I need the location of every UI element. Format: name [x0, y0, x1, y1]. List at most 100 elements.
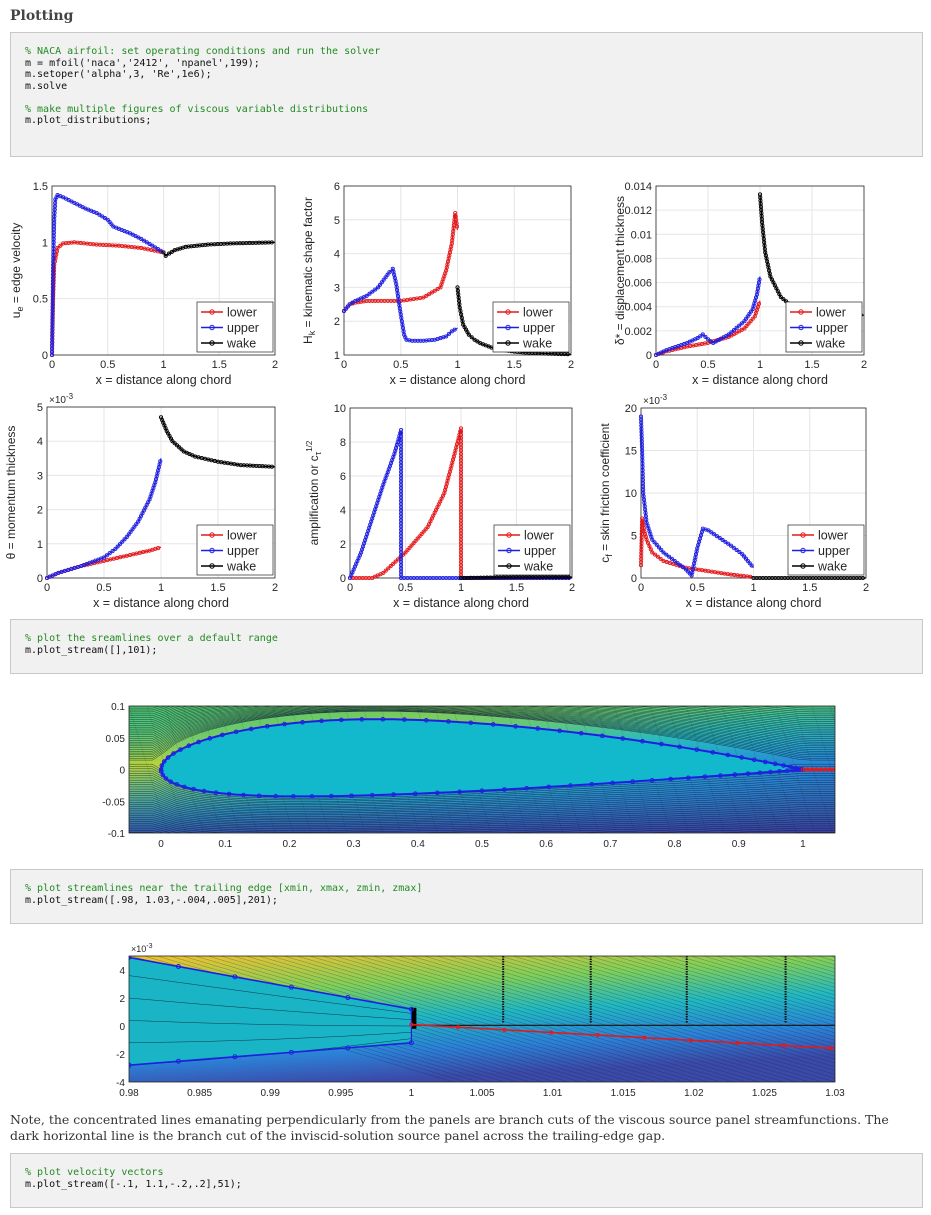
y-tick-label: 0 [340, 573, 346, 585]
panel-node [391, 792, 396, 797]
series-marker-upper [97, 212, 102, 217]
x-tick-label: 1.025 [752, 1088, 777, 1099]
panel-node [718, 773, 723, 778]
series-marker-lower [750, 316, 755, 321]
series-marker-lower [435, 287, 440, 292]
panel-node [694, 747, 700, 752]
panel-node [160, 772, 166, 778]
streamline [129, 680, 835, 699]
series-marker-wake [565, 352, 570, 357]
panel-node [196, 739, 201, 745]
section-heading: Plotting [10, 8, 74, 24]
series-marker-lower [411, 541, 416, 546]
series-marker-lower [650, 550, 655, 555]
series-marker-upper [705, 337, 711, 342]
panel-node [702, 774, 708, 779]
streamline [869, 956, 931, 1082]
panel-node [273, 793, 279, 799]
series-marker-upper [126, 532, 131, 537]
panel-node [129, 1062, 132, 1068]
streamline [129, 706, 835, 718]
series-marker-wake [170, 439, 175, 444]
streamline [129, 711, 835, 761]
streamline [449, 956, 835, 1071]
y-tick-label: 2 [37, 505, 43, 517]
streamline [129, 810, 835, 826]
axis-exponent: ×10-3 [131, 943, 153, 954]
series-marker-upper [113, 546, 118, 551]
series-marker-upper [141, 238, 147, 243]
y-tick-label: 3 [37, 470, 43, 482]
panel-node [659, 741, 664, 747]
wake-node [455, 1025, 461, 1030]
legend-marker [505, 340, 511, 346]
x-tick-label: 0.5 [690, 582, 705, 594]
series-marker-upper [120, 539, 125, 544]
wake-line [411, 1023, 835, 1050]
panel-node [380, 716, 386, 722]
series-marker-upper [739, 321, 744, 326]
series-marker-wake [179, 447, 184, 452]
x-tick-label: 2 [861, 359, 867, 371]
series-marker-upper [110, 549, 115, 554]
panel-node [620, 736, 625, 741]
y-tick-label: 0 [631, 573, 637, 585]
series-marker-upper [678, 563, 683, 568]
y-tick-label: 0 [119, 766, 125, 777]
series-marker-lower [55, 245, 60, 251]
panel-node [201, 788, 207, 794]
series-marker-upper [139, 236, 144, 242]
panel-node [159, 763, 165, 768]
streamline [208, 956, 632, 1082]
series-marker-upper [749, 563, 754, 568]
x-tick-label: 0.2 [283, 839, 297, 850]
axis-exponent: ×10-3 [49, 392, 74, 406]
series-marker-upper [364, 293, 369, 298]
x-tick-label: 1.5 [212, 359, 227, 371]
y-tick-label: 5 [631, 531, 637, 543]
series-marker-upper [734, 547, 739, 553]
te-branch-cut [411, 1007, 417, 1029]
series-marker-wake [269, 240, 274, 245]
legend-marker [800, 547, 806, 554]
panel-node [435, 790, 440, 796]
series-marker-upper [128, 529, 133, 534]
code-block-solve: % NACA airfoil: set operating conditions… [10, 32, 923, 157]
y-tick-label: 0 [42, 350, 48, 362]
y-tick-label: 0 [119, 1022, 125, 1033]
streamline [129, 777, 835, 801]
y-tick-label: 20 [625, 403, 637, 415]
panel-node [423, 718, 429, 723]
x-tick-label: 0 [158, 839, 164, 850]
y-tick-label: 0 [37, 573, 43, 585]
x-tick-label: 0.7 [603, 839, 617, 850]
series-marker-upper [731, 328, 737, 333]
streamline [129, 819, 835, 833]
y-tick-label: -2 [116, 1050, 125, 1061]
y-tick-label: 4 [340, 505, 346, 517]
x-tick-label: 0.9 [732, 839, 746, 850]
streamline [129, 710, 835, 757]
streamline [129, 706, 835, 726]
panel-node [412, 791, 418, 797]
y-tick-label: 1.5 [33, 181, 48, 193]
panel-node [369, 792, 375, 798]
code-line: % NACA airfoil: set operating conditions… [25, 46, 381, 57]
panel-node [178, 747, 183, 752]
panel-node [226, 791, 232, 797]
streamline [830, 956, 835, 958]
panel-node [168, 779, 173, 784]
panel-node [535, 726, 541, 731]
x-tick-label: 0.5 [96, 582, 111, 594]
panel-node [339, 717, 344, 723]
streamline [129, 706, 835, 735]
x-tick-label: 1 [160, 359, 166, 371]
streamline [882, 956, 931, 1082]
panel-node [165, 755, 171, 760]
x-tick-label: 0.4 [411, 839, 425, 850]
streamline [424, 956, 835, 1079]
y-tick-label: 2 [119, 994, 125, 1005]
series-marker-lower [746, 321, 751, 326]
series-marker-lower [756, 301, 762, 306]
y-tick-label: 10 [334, 403, 346, 415]
